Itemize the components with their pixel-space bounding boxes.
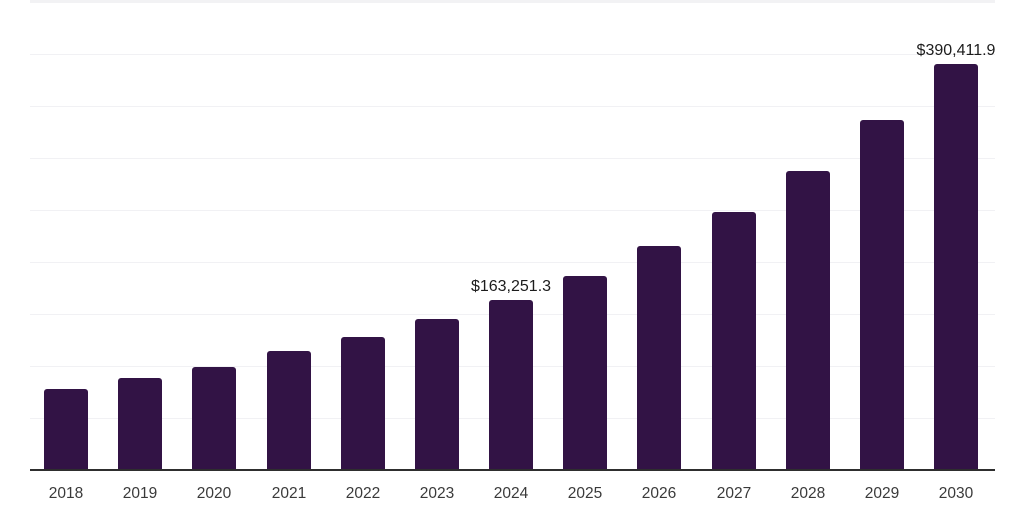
bar-2027 [712,212,756,470]
x-tick-2022: 2022 [345,485,381,502]
gridline [30,158,995,159]
bar-2024 [489,300,533,470]
x-tick-2025: 2025 [567,485,603,502]
x-tick-2026: 2026 [641,485,677,502]
x-tick-2029: 2029 [864,485,900,502]
plot-top-border [30,0,995,3]
x-tick-2023: 2023 [419,485,455,502]
x-axis-line [30,469,995,471]
x-tick-2024: 2024 [493,485,529,502]
bar-2026 [637,246,681,470]
bar-2022 [341,337,385,470]
gridline [30,54,995,55]
x-tick-2020: 2020 [196,485,232,502]
bar-2021 [267,351,311,470]
x-tick-2028: 2028 [790,485,826,502]
bar-2028 [786,171,830,470]
x-tick-2027: 2027 [716,485,752,502]
x-tick-2030: 2030 [938,485,974,502]
x-tick-2018: 2018 [48,485,84,502]
data-label-2030: $390,411.9 [916,42,996,59]
gridline [30,210,995,211]
bar-2030 [934,64,978,470]
bar-2029 [860,120,904,470]
bar-2023 [415,319,459,470]
bar-2020 [192,367,236,470]
gridline [30,262,995,263]
gridline [30,106,995,107]
x-tick-2021: 2021 [271,485,307,502]
x-tick-2019: 2019 [122,485,158,502]
data-label-2024: $163,251.3 [470,278,552,295]
bar-2025 [563,276,607,470]
bar-2018 [44,389,88,470]
bar-2019 [118,378,162,470]
